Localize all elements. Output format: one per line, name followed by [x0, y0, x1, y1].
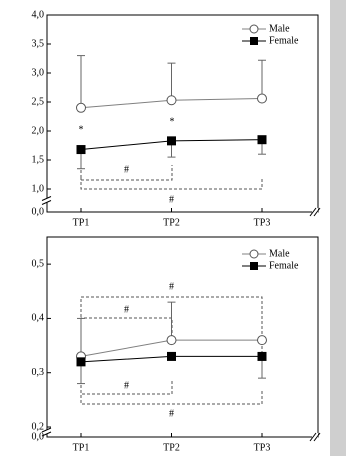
bracket-label: #: [124, 304, 129, 315]
legend-label: Male: [269, 23, 290, 34]
axis-break-gap: [312, 208, 318, 216]
x-tick-label: TP1: [73, 442, 90, 453]
data-point: [257, 351, 267, 361]
axis-break-gap: [43, 430, 51, 434]
plot-frame: [46, 14, 319, 213]
y-tick-label: 3,0: [32, 67, 45, 78]
data-point: [76, 357, 86, 367]
legend-label: Male: [269, 248, 290, 259]
y-tick-label: 3,5: [32, 38, 45, 49]
y-tick-label: 0,4: [32, 313, 45, 324]
plot-frame: [46, 236, 319, 438]
y-tick-label: 1,5: [32, 154, 45, 165]
y-tick-label: 0,5: [32, 258, 45, 269]
axis-break: [309, 207, 317, 217]
legend-marker: [249, 249, 259, 259]
axis-break: [313, 207, 321, 217]
y-tick-label: 0,0: [32, 206, 45, 217]
y-tick-label: 2,5: [32, 96, 45, 107]
axis-break: [41, 427, 52, 433]
annotation: *: [170, 116, 175, 127]
annotation: *: [79, 124, 84, 135]
data-point: [166, 95, 177, 106]
bracket-label: #: [169, 281, 174, 292]
x-tick-label: TP1: [73, 217, 90, 228]
legend-marker: [249, 24, 259, 34]
y-tick-label: 0,2: [32, 421, 45, 432]
axis-break-gap: [43, 198, 51, 203]
bracket-label: #: [124, 164, 129, 175]
bracket-label: #: [169, 194, 174, 205]
y-tick-label: 1,0: [32, 183, 45, 194]
y-tick-label: 0,3: [32, 367, 45, 378]
bracket-label: #: [124, 380, 129, 391]
legend-label: Female: [269, 260, 299, 271]
data-point: [257, 93, 267, 104]
y-tick-label: 4,0: [32, 9, 45, 20]
data-point: [76, 145, 86, 155]
x-tick-label: TP3: [254, 217, 271, 228]
significance-bracket: [80, 380, 173, 395]
y-tick-label: 0,0: [32, 431, 45, 442]
data-point: [257, 135, 267, 145]
legend-marker: [250, 262, 258, 270]
axis-break: [313, 432, 321, 442]
data-point: [166, 335, 177, 346]
x-tick-label: TP2: [163, 217, 180, 228]
axis-break: [41, 200, 52, 205]
data-point: [257, 335, 267, 346]
axis-break: [309, 432, 317, 442]
significance-bracket: [80, 177, 263, 190]
chart: 0,0 1,0 1,5 2,0 2,5 3,0 3,5 4,0 TP1 TP2 TP3 # # * * Mal…: [32, 9, 321, 453]
data-point: [76, 102, 86, 113]
axis-break: [41, 431, 52, 437]
side-panel: [330, 0, 346, 456]
significance-bracket: [80, 165, 173, 181]
axis-break: [41, 196, 52, 201]
legend-marker: [250, 37, 258, 45]
data-point: [167, 351, 176, 361]
significance-bracket: [80, 390, 263, 405]
x-tick-label: TP3: [254, 442, 271, 453]
y-tick-label: 2,0: [32, 125, 45, 136]
legend-label: Female: [269, 35, 299, 46]
x-tick-label: TP2: [163, 442, 180, 453]
data-point: [167, 136, 176, 146]
significance-bracket: [80, 317, 173, 340]
bracket-label: #: [169, 408, 174, 419]
axis-break-gap: [312, 433, 318, 441]
